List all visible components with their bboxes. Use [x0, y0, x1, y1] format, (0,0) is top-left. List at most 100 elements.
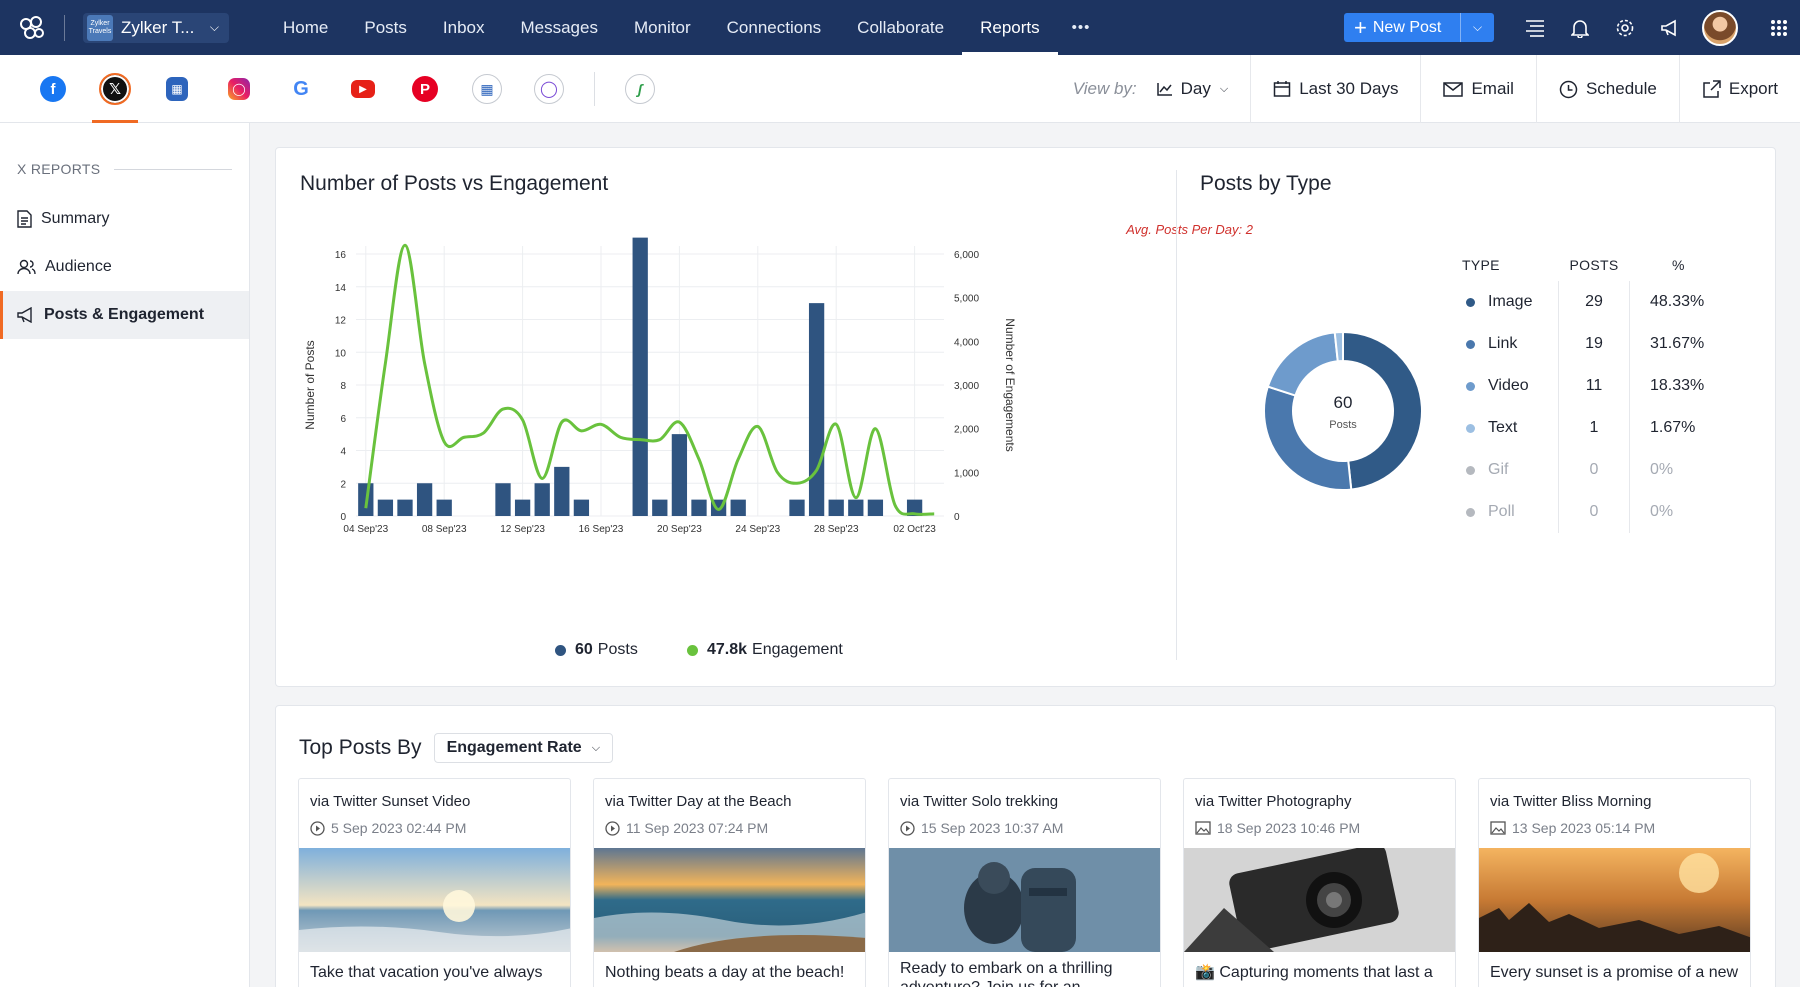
post-card[interactable]: via Twitter Solo trekking 15 Sep 2023 10… — [888, 778, 1161, 987]
schedule-button[interactable]: Schedule — [1535, 55, 1679, 123]
date-range-button[interactable]: Last 30 Days — [1250, 55, 1420, 123]
channel-linkedin-pages[interactable]: ▦ — [146, 55, 208, 123]
gear-icon[interactable] — [1602, 18, 1647, 38]
post-card[interactable]: via Twitter Sunset Video 5 Sep 2023 02:4… — [298, 778, 571, 987]
table-header: TYPE POSTS % — [1462, 248, 1792, 281]
posts-bar[interactable] — [848, 499, 864, 516]
post-date-text: 13 Sep 2023 05:14 PM — [1512, 820, 1656, 836]
posts-bar[interactable] — [554, 466, 570, 516]
posts-bar[interactable] — [377, 499, 394, 516]
bell-icon[interactable] — [1557, 18, 1602, 38]
post-card[interactable]: via Twitter Photography 18 Sep 2023 10:4… — [1183, 778, 1456, 987]
channel-pinterest[interactable]: P — [394, 55, 456, 123]
sidebar-item-posts-engagement[interactable]: Posts & Engagement — [0, 291, 249, 339]
legend-engagement[interactable]: 47.8k Engagement — [687, 641, 843, 659]
engagement-card: Number of Posts vs Engagement Avg. Posts… — [275, 147, 1776, 687]
posts-bar[interactable] — [730, 499, 746, 516]
nav-messages[interactable]: Messages — [520, 17, 598, 37]
nav-collaborate[interactable]: Collaborate — [857, 17, 945, 37]
sidebar-heading-rule — [114, 168, 232, 170]
video-play-icon — [900, 820, 915, 836]
line-chart-icon — [1156, 82, 1173, 96]
posts-bar[interactable] — [789, 499, 805, 516]
donut-slice-video[interactable] — [1266, 331, 1339, 397]
top-posts-list: via Twitter Sunset Video 5 Sep 2023 02:4… — [298, 778, 1773, 987]
percent-cell: 1.67% — [1650, 419, 1696, 436]
channel-mastodon[interactable]: ◯ — [518, 55, 580, 123]
google-icon: G — [288, 76, 314, 102]
users-icon — [17, 259, 36, 275]
nav-posts[interactable]: Posts — [364, 17, 407, 37]
nav-inbox[interactable]: Inbox — [442, 17, 485, 37]
posts-bar[interactable] — [671, 434, 688, 516]
posts-vs-engagement-chart: 0 2 4 6 8 10 12 14 16 0 1,000 2,000 3,000 4,000 5,000… — [303, 237, 1016, 535]
legend-posts-value: 60 — [575, 641, 593, 658]
posts-bar[interactable] — [573, 499, 590, 516]
megaphone-icon — [17, 307, 35, 323]
pinterest-icon: P — [412, 76, 438, 102]
posts-bar[interactable] — [514, 499, 531, 516]
x-tick-label: 28 Sep'23 — [814, 524, 859, 535]
donut-slice-link[interactable] — [1263, 385, 1353, 491]
post-card[interactable]: via Twitter Bliss Morning 13 Sep 2023 05… — [1478, 778, 1751, 987]
channel-google[interactable]: G — [270, 55, 332, 123]
nav-reports[interactable]: Reports — [962, 0, 1058, 55]
type-cell: Image — [1462, 293, 1558, 311]
post-text: Nothing beats a day at the beach! — [605, 964, 845, 981]
email-button[interactable]: Email — [1420, 55, 1536, 123]
view-by-day-select[interactable]: Day ⌵ — [1156, 55, 1251, 123]
posts-bar[interactable] — [867, 499, 884, 516]
engagement-series-line — [364, 243, 935, 516]
new-post-dropdown-chevron-icon[interactable]: ⌵ — [1460, 13, 1494, 42]
y-axis-label: Number of Posts — [303, 340, 317, 429]
channel-facebook[interactable]: f — [22, 55, 84, 123]
x-tick-label: 08 Sep'23 — [422, 524, 467, 535]
posts-bar[interactable] — [397, 499, 413, 516]
x-tick-label: 12 Sep'23 — [500, 524, 545, 535]
nav-monitor[interactable]: Monitor — [633, 17, 691, 37]
nav-home[interactable]: Home — [283, 17, 329, 37]
nav-separator — [64, 14, 65, 41]
posts-bar[interactable] — [652, 499, 668, 516]
export-button[interactable]: Export — [1678, 55, 1800, 123]
app-logo-icon[interactable] — [0, 15, 64, 41]
sidebar-item-summary[interactable]: Summary — [0, 195, 249, 243]
legend-posts[interactable]: 60 Posts — [555, 641, 638, 659]
donut-slice-image[interactable] — [1342, 330, 1423, 491]
card-divider — [1176, 170, 1177, 660]
post-date: 18 Sep 2023 10:46 PM — [1184, 810, 1455, 836]
posts-bar[interactable] — [416, 483, 433, 516]
y-tick-label: 12 — [335, 316, 347, 327]
new-post-button[interactable]: + New Post ⌵ — [1344, 13, 1494, 42]
posts-bar[interactable] — [534, 483, 550, 516]
post-thumbnail-sunset-sea — [299, 848, 570, 952]
post-card[interactable]: via Twitter Day at the Beach 11 Sep 2023… — [593, 778, 866, 987]
type-row: Link 19 31.67% — [1462, 323, 1792, 365]
nav-connections[interactable]: Connections — [726, 17, 822, 37]
type-cell: Text — [1462, 419, 1558, 437]
top-posts-sort-select[interactable]: Engagement Rate ⌵ — [433, 733, 614, 763]
brand-switcher[interactable]: Zylker Travels Zylker T... ⌵ — [83, 12, 229, 43]
posts-bar[interactable] — [808, 303, 825, 516]
donut-slice-text[interactable] — [1333, 330, 1344, 363]
x-tick-label: 02 Oct'23 — [893, 524, 936, 535]
channel-youtube[interactable]: ▶ — [332, 55, 394, 123]
channel-instagram[interactable]: ◯ — [208, 55, 270, 123]
megaphone-icon[interactable] — [1647, 19, 1692, 37]
more-icon[interactable]: ••• — [1071, 19, 1091, 36]
posts-bar[interactable] — [632, 237, 648, 516]
export-label: Export — [1728, 79, 1778, 98]
posts-bar[interactable] — [495, 483, 511, 516]
menu-lines-icon[interactable] — [1512, 19, 1557, 37]
sidebar-item-audience[interactable]: Audience — [0, 243, 249, 291]
avatar[interactable] — [1702, 9, 1738, 46]
posts-bar[interactable] — [906, 499, 923, 516]
posts-bar[interactable] — [436, 499, 452, 516]
channel-x[interactable]: 𝕏 — [84, 55, 146, 123]
apps-grid-icon[interactable] — [1756, 19, 1800, 37]
legend-engagement-value: 47.8k — [707, 641, 748, 658]
posts-bar[interactable] — [828, 499, 844, 516]
posts-bar[interactable] — [691, 499, 707, 516]
channel-custom[interactable]: ʃ — [609, 55, 671, 123]
channel-microsoft[interactable]: ▦ — [456, 55, 518, 123]
